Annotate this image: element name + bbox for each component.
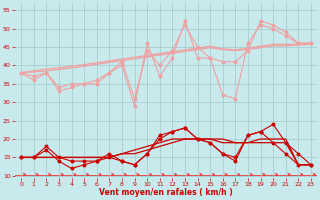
X-axis label: Vent moyen/en rafales ( km/h ): Vent moyen/en rafales ( km/h ): [99, 188, 233, 197]
